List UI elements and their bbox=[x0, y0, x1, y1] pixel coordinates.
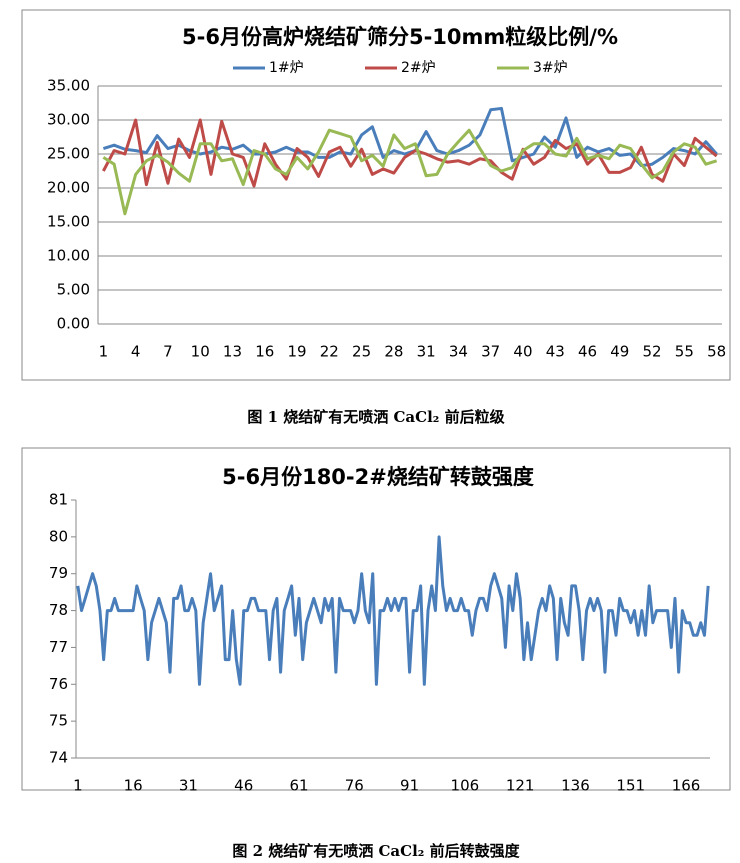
figure-caption: 图 2 烧结矿有无喷洒 CaCl₂ 前后转鼓强度 bbox=[232, 842, 520, 860]
x-tick-label: 28 bbox=[384, 343, 403, 361]
data-line bbox=[76, 535, 710, 686]
chart-title: 5-6月份高炉烧结矿筛分5-10mm粒级比例/% bbox=[182, 25, 618, 49]
chart-frame bbox=[21, 447, 731, 791]
y-tick-label: 74 bbox=[49, 749, 68, 767]
legend-label: 1#炉 bbox=[269, 60, 304, 76]
y-tick-label: 77 bbox=[49, 638, 68, 656]
x-tick-label: 4 bbox=[131, 343, 141, 361]
legend-label: 2#炉 bbox=[401, 60, 436, 76]
x-tick-label: 40 bbox=[513, 343, 532, 361]
x-tick-label: 49 bbox=[610, 343, 629, 361]
x-tick-label: 61 bbox=[289, 777, 308, 795]
y-tick-label: 35.00 bbox=[47, 77, 90, 95]
y-tick-label: 78 bbox=[49, 601, 68, 619]
x-tick-label: 46 bbox=[578, 343, 597, 361]
x-tick-label: 25 bbox=[352, 343, 371, 361]
chart-title: 5-6月份180-2#烧结矿转鼓强度 bbox=[222, 465, 534, 489]
data-line bbox=[102, 118, 718, 188]
y-tick-label: 75 bbox=[49, 712, 68, 730]
x-tick-label: 34 bbox=[449, 343, 468, 361]
x-tick-label: 106 bbox=[451, 777, 480, 795]
legend-label: 3#炉 bbox=[533, 60, 568, 76]
x-tick-label: 7 bbox=[163, 343, 173, 361]
y-tick-label: 79 bbox=[49, 564, 68, 582]
x-tick-label: 91 bbox=[400, 777, 419, 795]
x-tick-label: 76 bbox=[345, 777, 364, 795]
x-tick-label: 31 bbox=[417, 343, 436, 361]
x-tick-label: 1 bbox=[99, 343, 109, 361]
y-tick-label: 81 bbox=[49, 491, 68, 509]
x-tick-label: 121 bbox=[506, 777, 535, 795]
y-tick-label: 25.00 bbox=[47, 145, 90, 163]
y-tick-label: 30.00 bbox=[47, 111, 90, 129]
x-tick-label: 22 bbox=[320, 343, 339, 361]
x-tick-label: 1 bbox=[73, 777, 83, 795]
x-tick-label: 16 bbox=[255, 343, 274, 361]
x-tick-label: 13 bbox=[223, 343, 242, 361]
y-tick-label: 80 bbox=[49, 527, 68, 545]
figure-caption: 图 1 烧结矿有无喷洒 CaCl₂ 前后粒级 bbox=[247, 408, 505, 426]
data-line bbox=[102, 128, 718, 216]
x-tick-label: 16 bbox=[124, 777, 143, 795]
y-tick-label: 0.00 bbox=[57, 315, 90, 333]
x-tick-label: 166 bbox=[672, 777, 701, 795]
y-tick-label: 76 bbox=[49, 675, 68, 693]
y-tick-label: 20.00 bbox=[47, 179, 90, 197]
x-tick-label: 52 bbox=[643, 343, 662, 361]
x-tick-label: 46 bbox=[234, 777, 253, 795]
x-tick-label: 37 bbox=[481, 343, 500, 361]
x-tick-label: 31 bbox=[179, 777, 198, 795]
x-tick-label: 19 bbox=[287, 343, 306, 361]
x-tick-label: 55 bbox=[675, 343, 694, 361]
x-tick-label: 43 bbox=[546, 343, 565, 361]
x-tick-label: 151 bbox=[616, 777, 645, 795]
chart-frame bbox=[21, 9, 731, 381]
x-tick-label: 58 bbox=[707, 343, 726, 361]
y-tick-label: 15.00 bbox=[47, 213, 90, 231]
y-tick-label: 5.00 bbox=[57, 281, 90, 299]
x-tick-label: 136 bbox=[561, 777, 590, 795]
x-tick-label: 10 bbox=[191, 343, 210, 361]
y-tick-label: 10.00 bbox=[47, 247, 90, 265]
